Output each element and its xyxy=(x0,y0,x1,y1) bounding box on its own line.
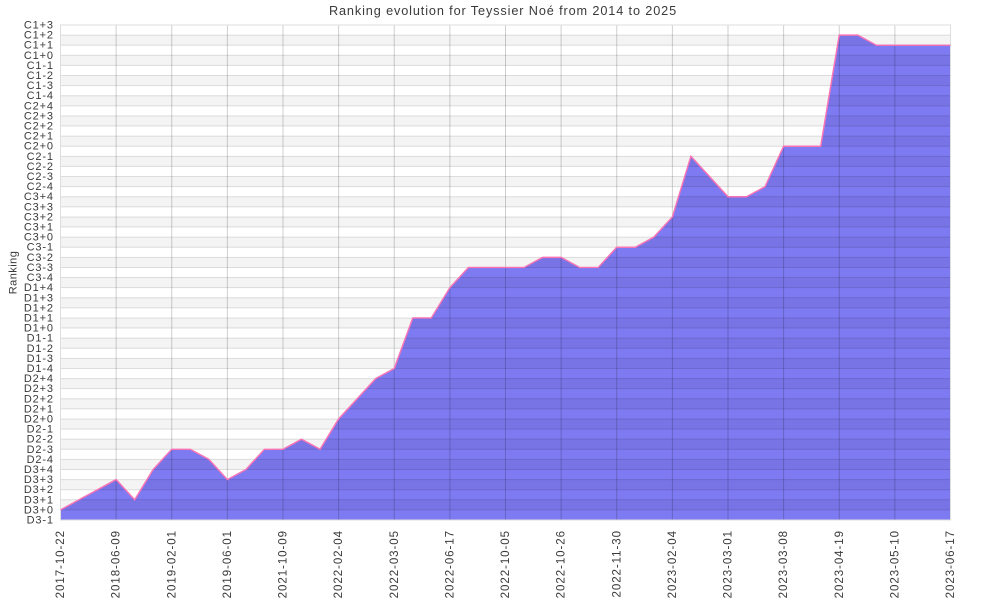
svg-text:C3-2: C3-2 xyxy=(27,252,54,264)
svg-text:C2-2: C2-2 xyxy=(27,161,54,173)
svg-text:C2+0: C2+0 xyxy=(24,141,54,153)
svg-text:Ranking evolution for Teyssier: Ranking evolution for Teyssier Noé from … xyxy=(329,4,677,18)
svg-text:C2-4: C2-4 xyxy=(27,181,54,193)
svg-text:C2+4: C2+4 xyxy=(24,100,54,112)
svg-text:C1-4: C1-4 xyxy=(27,90,54,102)
svg-text:C1-2: C1-2 xyxy=(27,70,54,82)
svg-text:2022-10-26: 2022-10-26 xyxy=(556,530,568,598)
svg-text:C3-3: C3-3 xyxy=(27,262,54,274)
svg-text:C3+0: C3+0 xyxy=(24,232,54,244)
svg-text:2022-02-04: 2022-02-04 xyxy=(333,530,345,598)
svg-text:Ranking: Ranking xyxy=(8,251,20,295)
svg-text:C3+2: C3+2 xyxy=(24,211,54,223)
svg-text:2023-06-17: 2023-06-17 xyxy=(945,530,957,598)
svg-text:D2-1: D2-1 xyxy=(27,424,54,436)
svg-text:2019-06-01: 2019-06-01 xyxy=(222,530,234,598)
svg-text:D2+2: D2+2 xyxy=(24,393,54,405)
svg-text:C2-3: C2-3 xyxy=(27,171,54,183)
svg-text:D1+4: D1+4 xyxy=(24,282,54,294)
svg-text:D1+0: D1+0 xyxy=(24,323,54,335)
svg-text:C1+0: C1+0 xyxy=(24,50,54,62)
svg-text:C2+2: C2+2 xyxy=(24,121,54,133)
svg-text:C2+3: C2+3 xyxy=(24,110,54,122)
svg-text:2023-03-08: 2023-03-08 xyxy=(778,530,790,598)
svg-text:2019-02-01: 2019-02-01 xyxy=(166,530,178,598)
svg-text:C3-1: C3-1 xyxy=(27,242,54,254)
svg-text:2023-05-10: 2023-05-10 xyxy=(889,530,901,598)
svg-text:2022-11-30: 2022-11-30 xyxy=(611,530,623,597)
svg-text:C3+3: C3+3 xyxy=(24,201,54,213)
svg-text:2022-06-17: 2022-06-17 xyxy=(444,530,456,598)
svg-text:D2+0: D2+0 xyxy=(24,413,54,425)
svg-text:C1-1: C1-1 xyxy=(27,60,54,72)
svg-text:C1+3: C1+3 xyxy=(24,20,54,32)
svg-text:C3+4: C3+4 xyxy=(24,191,54,203)
svg-text:D1-1: D1-1 xyxy=(27,333,54,345)
svg-text:D3+3: D3+3 xyxy=(24,474,54,486)
svg-text:C2+1: C2+1 xyxy=(24,131,54,143)
svg-text:C3-4: C3-4 xyxy=(27,272,54,284)
svg-text:2021-10-09: 2021-10-09 xyxy=(278,530,290,598)
svg-text:2017-10-22: 2017-10-22 xyxy=(55,530,67,598)
svg-text:D2-2: D2-2 xyxy=(27,434,54,446)
svg-text:D3+1: D3+1 xyxy=(24,494,54,506)
svg-text:2023-03-01: 2023-03-01 xyxy=(723,530,735,598)
svg-text:D1+2: D1+2 xyxy=(24,302,54,314)
svg-text:2022-03-05: 2022-03-05 xyxy=(389,530,401,598)
svg-text:D1-2: D1-2 xyxy=(27,343,54,355)
svg-text:C3+1: C3+1 xyxy=(24,222,54,234)
svg-text:D2+4: D2+4 xyxy=(24,373,54,385)
svg-text:D2-3: D2-3 xyxy=(27,444,54,456)
svg-text:D3-1: D3-1 xyxy=(27,515,54,527)
svg-text:D3+4: D3+4 xyxy=(24,464,54,476)
svg-text:C1+1: C1+1 xyxy=(24,40,54,52)
svg-text:D2-4: D2-4 xyxy=(27,454,54,466)
svg-text:2022-10-05: 2022-10-05 xyxy=(500,530,512,598)
svg-text:D1-4: D1-4 xyxy=(27,363,54,375)
svg-text:D1-3: D1-3 xyxy=(27,353,54,365)
svg-text:D1+3: D1+3 xyxy=(24,292,54,304)
svg-text:C1+2: C1+2 xyxy=(24,30,54,42)
svg-text:C1-3: C1-3 xyxy=(27,80,54,92)
svg-text:C2-1: C2-1 xyxy=(27,151,54,163)
svg-text:2023-02-04: 2023-02-04 xyxy=(667,530,679,598)
svg-text:2018-06-09: 2018-06-09 xyxy=(111,530,123,598)
svg-text:D3+0: D3+0 xyxy=(24,504,54,516)
svg-text:2023-04-19: 2023-04-19 xyxy=(834,530,846,598)
svg-text:D2+1: D2+1 xyxy=(24,403,54,415)
svg-text:D1+1: D1+1 xyxy=(24,312,54,324)
svg-text:D2+3: D2+3 xyxy=(24,383,54,395)
svg-text:D3+2: D3+2 xyxy=(24,484,54,496)
